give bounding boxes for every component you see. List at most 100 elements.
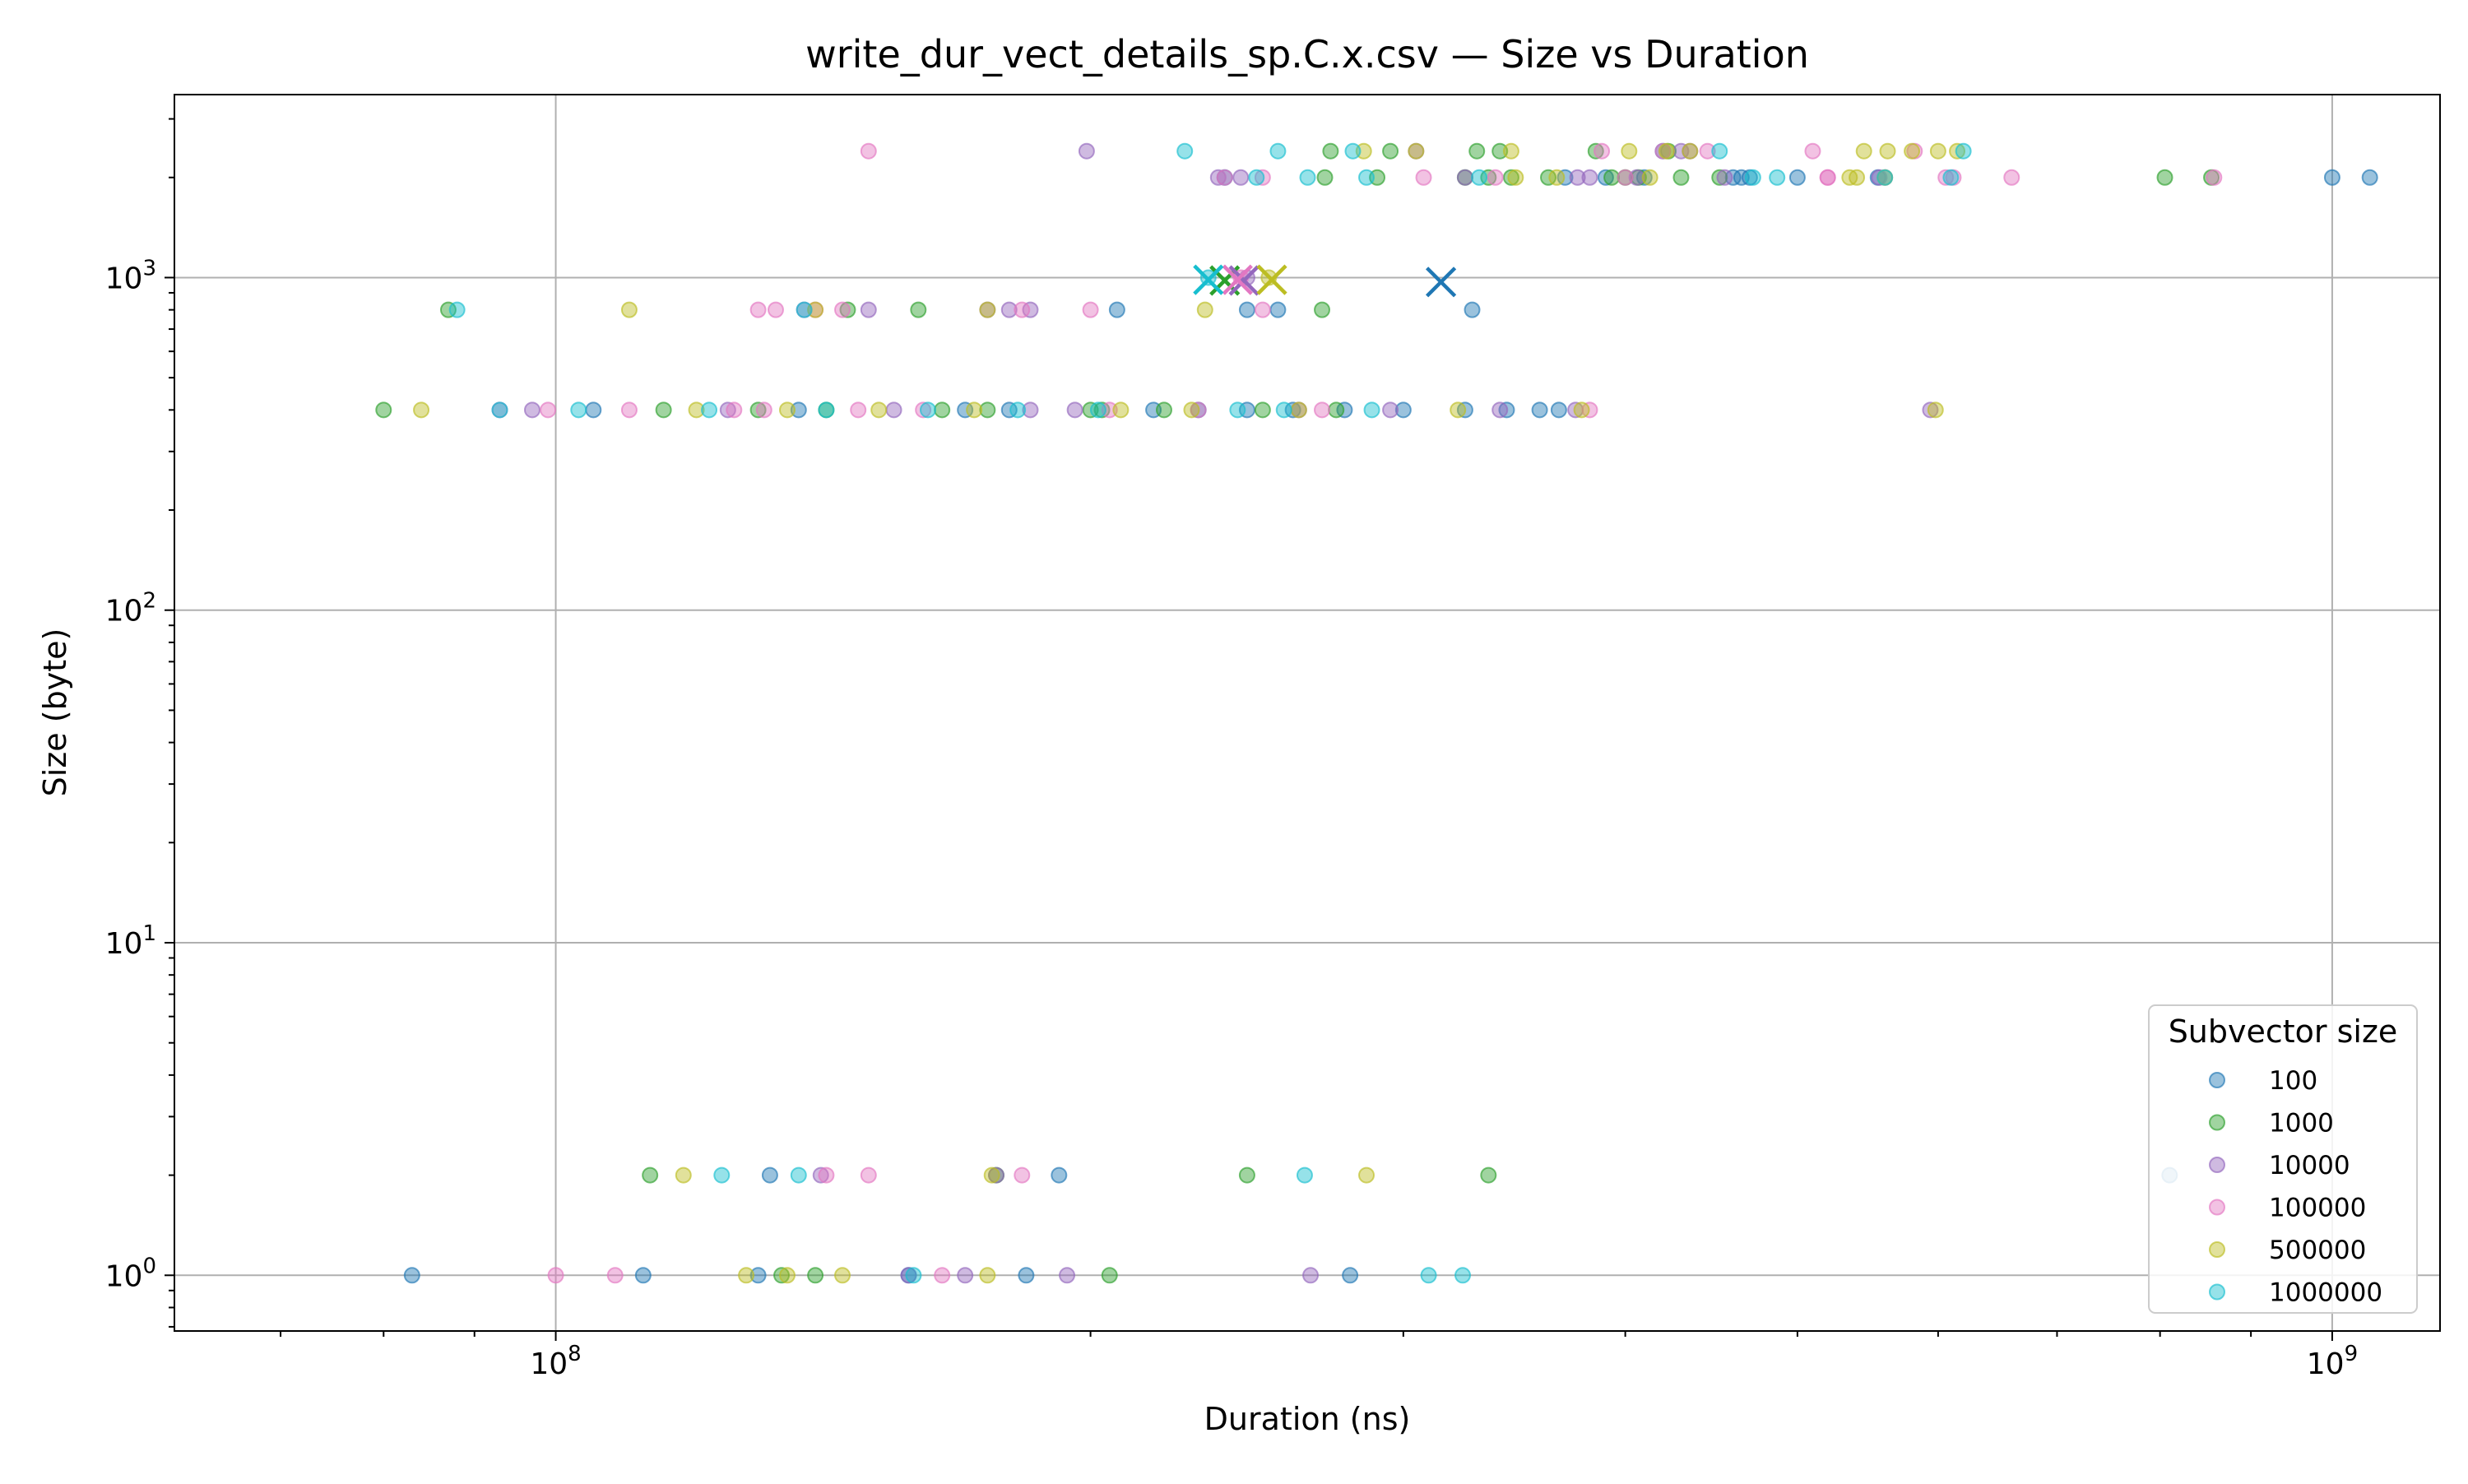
mean-marker-100 [1426, 267, 1457, 298]
data-point-500000 [1112, 401, 1130, 419]
data-point-1000000 [713, 1166, 731, 1184]
legend-marker-100000 [2209, 1199, 2225, 1216]
data-point-500000 [620, 301, 638, 318]
data-point-500000 [1904, 142, 1921, 160]
data-point-100000 [1617, 169, 1634, 186]
data-point-1000000 [919, 401, 936, 419]
legend-label-100000: 100000 [2269, 1194, 2366, 1223]
data-point-500000 [1855, 142, 1872, 160]
legend-marker-1000 [2209, 1114, 2225, 1131]
data-point-100 [1269, 301, 1287, 318]
data-point-500000 [966, 401, 983, 419]
data-point-1000000 [1769, 169, 1786, 186]
data-point-100000 [1487, 169, 1504, 186]
data-point-1000 [1314, 301, 1331, 318]
data-point-500000 [1408, 142, 1425, 160]
data-point-1000 [1603, 169, 1621, 186]
data-point-100000 [818, 1166, 835, 1184]
mean-x-stroke [1222, 264, 1253, 295]
data-point-100000 [2206, 169, 2223, 186]
data-point-100000 [834, 301, 851, 318]
data-point-1000000 [570, 401, 587, 419]
data-point-100 [1724, 169, 1742, 186]
data-point-100 [1464, 301, 1481, 318]
data-point-1000000 [796, 301, 813, 318]
data-point-1000 [439, 301, 457, 318]
data-point-10000 [885, 401, 902, 419]
data-point-1000 [1502, 169, 1519, 186]
data-point-100 [1597, 169, 1614, 186]
data-point-100000 [915, 401, 932, 419]
data-point-100 [1342, 1267, 1359, 1284]
data-point-100000 [620, 401, 638, 419]
data-point-100000 [1101, 401, 1118, 419]
legend-label-500000: 500000 [2269, 1236, 2366, 1265]
data-point-500000 [1548, 169, 1566, 186]
data-point-1000000 [790, 1166, 807, 1184]
data-point-100000 [606, 1267, 624, 1284]
x-axis-label: Duration (ns) [1204, 1401, 1411, 1437]
legend-label-1000000: 1000000 [2269, 1278, 2382, 1308]
data-point-1000 [807, 1267, 824, 1284]
data-point-1000000 [1942, 169, 1960, 186]
data-point-1000000 [1744, 169, 1761, 186]
data-point-100 [1284, 401, 1301, 419]
data-point-1000000 [701, 401, 718, 419]
data-point-100 [1018, 1267, 1035, 1284]
data-point-10000 [1022, 401, 1039, 419]
legend-label-100: 100 [2269, 1066, 2317, 1096]
data-point-100 [1000, 401, 1018, 419]
data-point-1000000 [1877, 169, 1894, 186]
legend-items: 100 1000 10000 100000 500000 1000000 [2209, 1066, 2382, 1308]
data-point-100000 [2003, 169, 2020, 186]
data-point-10000 [1491, 401, 1509, 419]
data-point-100 [1556, 169, 1574, 186]
legend-title: Subvector size [2169, 1013, 2398, 1050]
data-point-100 [1108, 301, 1125, 318]
data-point-1000 [934, 401, 951, 419]
data-point-500000 [807, 301, 824, 318]
legend-box [2148, 1004, 2418, 1314]
data-point-1000 [1238, 1166, 1255, 1184]
data-point-1000 [375, 401, 392, 419]
data-point-1000 [1155, 401, 1172, 419]
data-point-1000000 [1344, 142, 1362, 160]
y-axis-label: Size (byte) [37, 628, 73, 797]
data-point-100000 [1014, 1166, 1031, 1184]
data-point-1000 [773, 1267, 791, 1284]
data-point-1000000 [905, 1267, 922, 1284]
data-point-100 [761, 1166, 778, 1184]
data-point-1000 [1254, 401, 1271, 419]
data-point-100 [1336, 401, 1353, 419]
data-point-500000 [1929, 142, 1946, 160]
data-point-100 [585, 401, 602, 419]
mean-marker-1000000 [1193, 264, 1224, 295]
data-point-100000 [767, 301, 784, 318]
data-point-10000 [1581, 169, 1598, 186]
data-point-100 [1788, 169, 1806, 186]
data-point-500000 [1358, 1166, 1375, 1184]
data-point-100000 [749, 301, 767, 318]
data-point-10000 [1209, 169, 1227, 186]
data-point-1000000 [1299, 169, 1316, 186]
data-point-1000000 [1454, 1267, 1472, 1284]
data-point-1000 [839, 301, 856, 318]
data-point-1000000 [1275, 401, 1292, 419]
data-point-100000 [860, 142, 877, 160]
axes-frame [174, 94, 2441, 1332]
data-point-500000 [1450, 401, 1467, 419]
data-point-1000 [2156, 169, 2173, 186]
data-point-1000000 [1296, 1166, 1313, 1184]
legend-label-1000: 1000 [2269, 1109, 2334, 1139]
data-point-10000 [719, 401, 736, 419]
data-point-100000 [1254, 301, 1271, 318]
data-point-100 [1531, 401, 1548, 419]
data-point-500000 [778, 401, 796, 419]
data-point-1000000 [1420, 1267, 1437, 1284]
data-point-500000 [834, 1267, 851, 1284]
data-point-500000 [1290, 401, 1307, 419]
data-point-10000 [988, 1166, 1005, 1184]
data-point-10000 [900, 1267, 917, 1284]
mean-marker-500000 [1256, 264, 1287, 295]
